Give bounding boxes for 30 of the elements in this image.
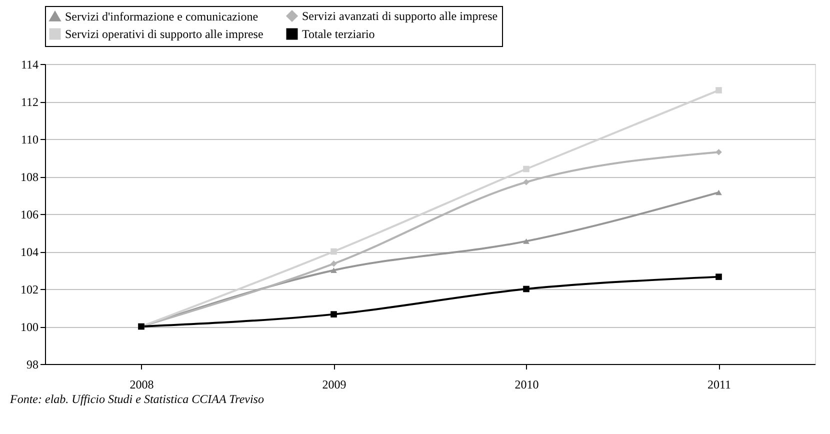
- legend-label: Servizi operativi di supporto alle imprese: [65, 27, 264, 41]
- y-tick-label: 110: [20, 132, 38, 146]
- y-tick-label: 114: [20, 58, 38, 72]
- point: [330, 311, 337, 318]
- x-tick-label: 2011: [707, 378, 732, 392]
- point: [716, 148, 722, 156]
- y-tick-label: 106: [20, 208, 38, 222]
- legend-label: Servizi d'informazione e comunicazione: [65, 9, 258, 24]
- point: [716, 87, 722, 94]
- x-tick-label: 2009: [322, 378, 346, 392]
- legend-label: Servizi avanzati di supporto alle imprese: [302, 9, 498, 23]
- point: [523, 166, 530, 172]
- y-tick-label: 108: [20, 170, 38, 184]
- point: [523, 286, 530, 292]
- point: [716, 190, 722, 196]
- point: [330, 268, 337, 273]
- y-tick-label: 102: [20, 282, 38, 296]
- point: [523, 178, 530, 186]
- y-tick-label: 100: [20, 320, 38, 334]
- source-note: Fonte: elab. Ufficio Studi e Statistica CCIAA Treviso: [9, 392, 264, 406]
- x-tick-label: 2008: [130, 378, 154, 392]
- point: [330, 260, 337, 267]
- y-tick-label: 98: [26, 358, 38, 372]
- legend-label: Totale terziario: [302, 27, 375, 41]
- point: [523, 238, 530, 244]
- x-tick-label: 2010: [514, 378, 539, 392]
- point: [330, 248, 337, 255]
- point: [716, 274, 722, 280]
- y-tick-label: 104: [20, 245, 38, 259]
- y-tick-label: 112: [20, 95, 38, 109]
